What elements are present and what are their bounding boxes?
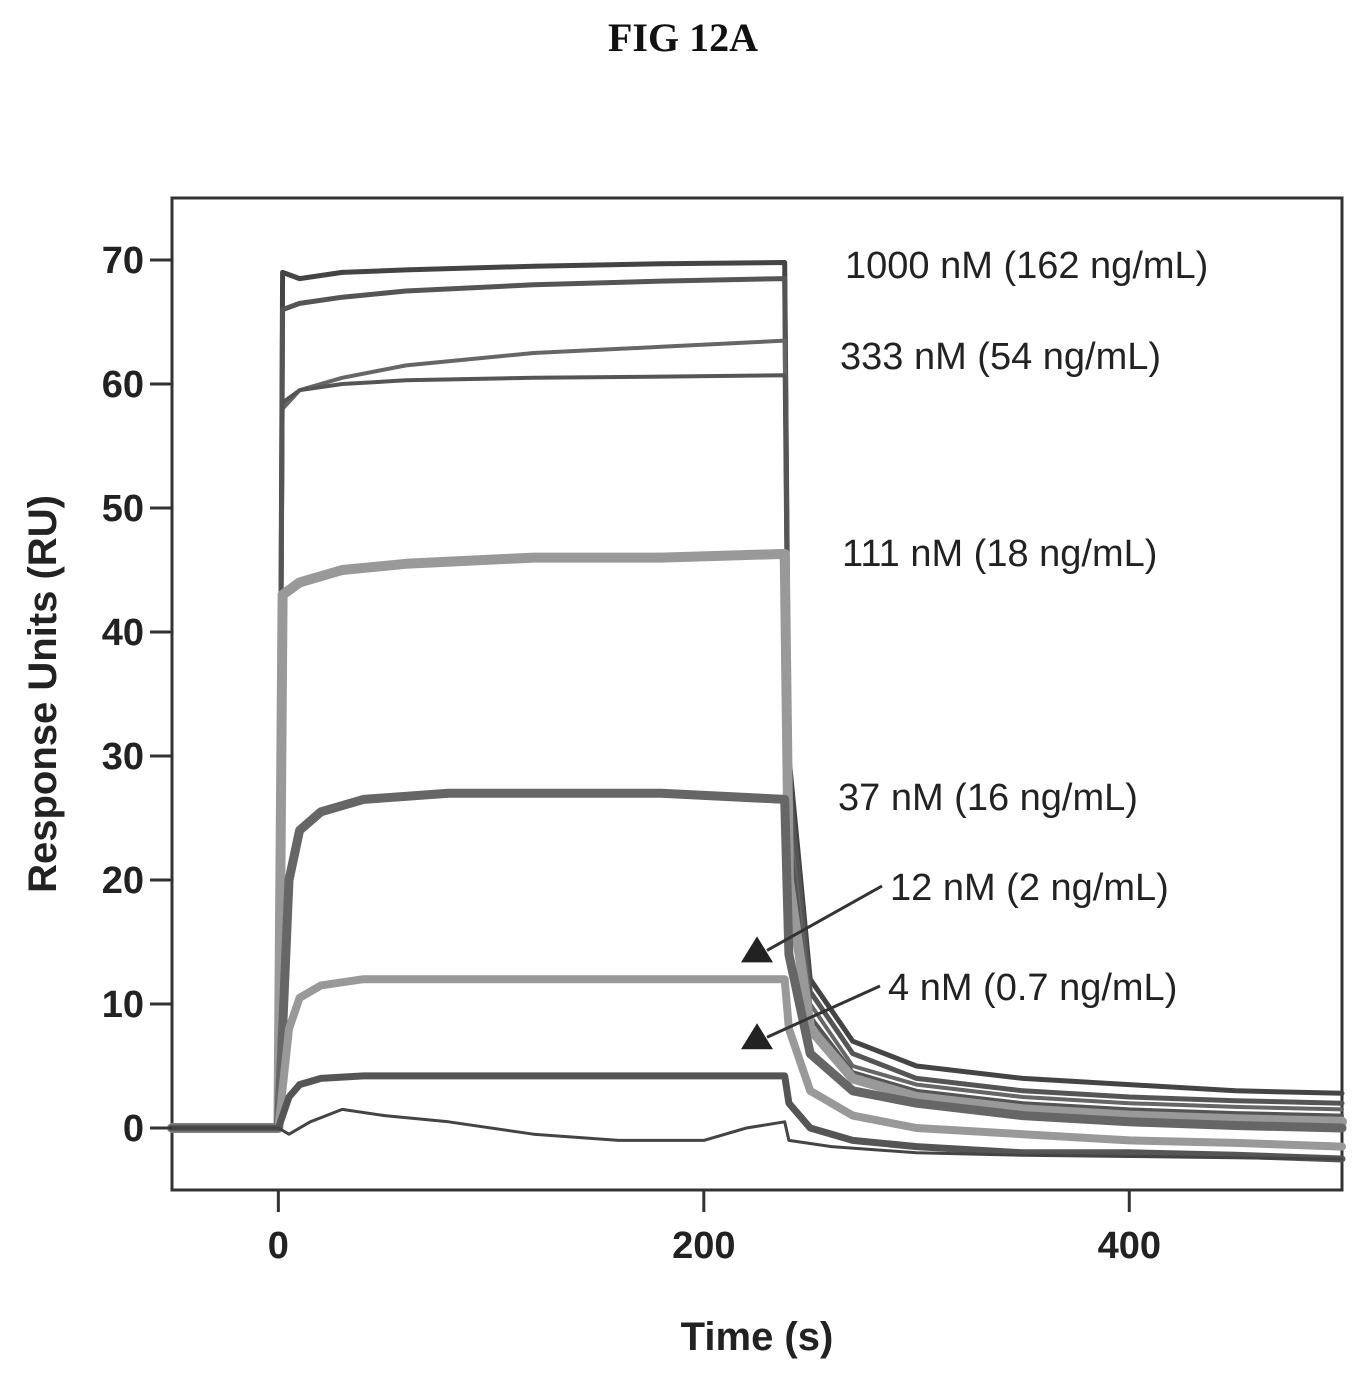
series-line xyxy=(167,788,1347,1133)
plot-frame xyxy=(170,196,1344,1192)
figure-title: FIG 12A xyxy=(608,15,758,60)
y-tick-label: 0 xyxy=(123,1108,144,1150)
x-axis-title: Time (s) xyxy=(681,1315,834,1359)
y-tick-label: 30 xyxy=(102,736,144,778)
annotation-arrow-line xyxy=(766,884,883,952)
series-line xyxy=(168,975,1346,1151)
series-line xyxy=(167,548,1347,1133)
y-axis: 0 10 20 30 40 50 60 70 xyxy=(102,240,172,1150)
series-line xyxy=(170,338,1344,1130)
concentration-label: 4 nM (0.7 ng/mL) xyxy=(888,967,1177,1009)
y-tick-label: 20 xyxy=(102,860,144,902)
series-line xyxy=(170,1107,1344,1161)
x-tick-label: 200 xyxy=(672,1225,735,1267)
series-layer xyxy=(167,260,1347,1163)
x-tick-label: 0 xyxy=(268,1225,289,1267)
y-axis-title: Response Units (RU) xyxy=(21,495,65,893)
concentration-label: 1000 nM (162 ng/mL) xyxy=(845,245,1208,287)
y-tick-label: 50 xyxy=(102,488,144,530)
series-line xyxy=(168,1072,1346,1163)
annotation-arrow-head xyxy=(741,1023,773,1050)
series-line xyxy=(169,276,1345,1131)
concentration-label: 111 nM (18 ng/mL) xyxy=(842,533,1157,575)
series-line xyxy=(170,373,1344,1130)
concentration-label: 12 nM (2 ng/mL) xyxy=(890,867,1169,909)
annotation-layer: 1000 nM (162 ng/mL) 333 nM (54 ng/mL) 111 … xyxy=(741,245,1208,1050)
y-tick-label: 40 xyxy=(102,612,144,654)
y-tick-label: 70 xyxy=(102,240,144,282)
series-line xyxy=(169,260,1345,1131)
concentration-label: 333 nM (54 ng/mL) xyxy=(840,336,1161,378)
x-axis: 0 200 400 xyxy=(268,1190,1161,1267)
y-tick-label: 60 xyxy=(102,364,144,406)
y-tick-label: 10 xyxy=(102,984,144,1026)
annotation-arrow-head xyxy=(741,936,773,963)
x-tick-label: 400 xyxy=(1098,1225,1161,1267)
annotation-arrow-line xyxy=(766,984,881,1039)
concentration-label: 37 nM (16 ng/mL) xyxy=(838,777,1138,819)
